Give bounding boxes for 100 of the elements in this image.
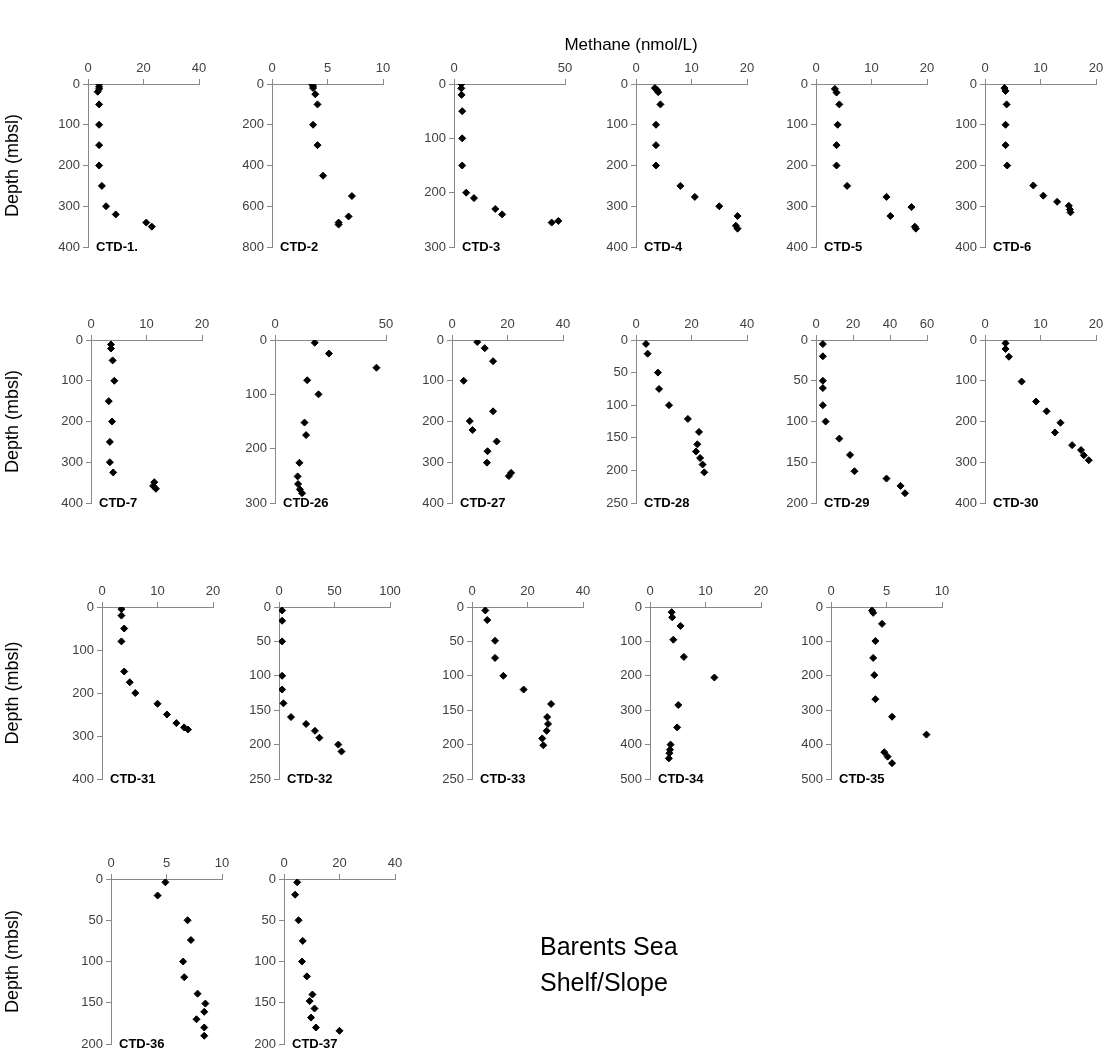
y-tick-label: 100: [442, 667, 464, 683]
y-tick-label: 100: [786, 413, 808, 429]
x-tick-label: 60: [919, 315, 935, 331]
y-tick-label: 100: [245, 385, 267, 401]
x-tick-label: 5: [323, 59, 332, 75]
x-tick-label: 20: [194, 315, 210, 331]
text: CTD-33: [480, 770, 526, 786]
y-tick-label: 300: [424, 238, 446, 254]
x-tick-label: 10: [150, 582, 165, 598]
y-tick-label: 50: [261, 911, 276, 927]
y-tick-label: 0: [75, 331, 83, 347]
y-tick-label: 150: [81, 994, 103, 1010]
x-tick-label: 40: [882, 315, 898, 331]
x-tick-label: 0: [468, 582, 476, 598]
x-tick-label: 50: [378, 315, 394, 331]
y-tick-label: 300: [955, 197, 977, 213]
y-tick-label: 200: [424, 184, 446, 200]
y-tick-label: 300: [620, 701, 642, 717]
y-tick-label: 200: [242, 116, 264, 132]
text: CTD-27: [460, 494, 506, 510]
y-tick-label: 200: [72, 684, 94, 700]
y-tick-label: 50: [793, 372, 808, 388]
y-tick-label: 100: [58, 116, 80, 132]
text: Barents Sea: [540, 931, 678, 962]
y-tick-label: 0: [456, 598, 464, 614]
x-tick-label: 10: [684, 59, 699, 75]
x-tick-label: 20: [520, 582, 535, 598]
y-tick-label: 0: [800, 75, 808, 91]
y-tick-label: 400: [606, 238, 628, 254]
x-tick-label: 20: [739, 59, 755, 75]
x-tick-label: 100: [379, 582, 401, 598]
text: CTD-29: [824, 494, 870, 510]
y-tick-label: 100: [254, 953, 276, 969]
x-tick-label: 20: [845, 315, 861, 331]
y-tick-label: 400: [422, 494, 444, 510]
y-tick-label: 150: [254, 994, 276, 1010]
x-tick-label: 40: [555, 315, 571, 331]
x-tick-label: 20: [684, 315, 699, 331]
x-tick-label: 20: [753, 582, 769, 598]
y-tick-label: 50: [613, 364, 628, 380]
y-tick-label: 0: [620, 331, 628, 347]
y-tick-label: 400: [242, 157, 264, 173]
x-tick-label: 20: [1088, 59, 1104, 75]
text: CTD-31: [110, 770, 156, 786]
y-tick-label: 0: [263, 598, 271, 614]
y-tick-label: 150: [606, 429, 628, 445]
x-axis-title: Methane (nmol/L): [563, 35, 699, 55]
y-tick-label: 400: [58, 238, 80, 254]
y-tick-label: 250: [442, 770, 464, 786]
text: CTD-32: [287, 770, 333, 786]
y-tick-label: 400: [72, 770, 94, 786]
x-tick-label: 50: [327, 582, 342, 598]
y-tick-label: 300: [786, 197, 808, 213]
y-tick-label: 200: [254, 1035, 276, 1051]
y-tick-label: 0: [969, 331, 977, 347]
y-tick-label: 400: [786, 238, 808, 254]
x-tick-label: 20: [919, 59, 935, 75]
x-tick-label: 40: [575, 582, 591, 598]
x-tick-label: 10: [139, 315, 154, 331]
y-tick-label: 100: [61, 372, 83, 388]
y-tick-label: 600: [242, 197, 264, 213]
text: CTD-37: [292, 1035, 338, 1051]
y-tick-label: 100: [424, 129, 446, 145]
x-tick-label: 5: [882, 582, 891, 598]
x-tick-label: 20: [205, 582, 221, 598]
x-tick-label: 0: [827, 582, 835, 598]
x-tick-label: 10: [1033, 59, 1048, 75]
text: CTD-36: [119, 1035, 165, 1051]
y-tick-label: 250: [249, 770, 271, 786]
y-tick-label: 200: [955, 157, 977, 173]
x-tick-label: 0: [646, 582, 654, 598]
y-tick-label: 250: [606, 494, 628, 510]
y-tick-label: 200: [606, 157, 628, 173]
y-tick-label: 200: [620, 667, 642, 683]
y-tick-label: 200: [245, 440, 267, 456]
y-axis-title: Depth (mbsl): [1, 113, 22, 218]
y-tick-label: 100: [249, 667, 271, 683]
y-tick-label: 0: [256, 75, 264, 91]
y-tick-label: 150: [786, 453, 808, 469]
y-tick-label: 0: [95, 870, 103, 886]
x-tick-label: 0: [981, 59, 989, 75]
y-tick-label: 0: [634, 598, 642, 614]
y-tick-label: 200: [801, 667, 823, 683]
x-tick-label: 20: [500, 315, 515, 331]
y-tick-label: 0: [438, 75, 446, 91]
text: CTD-35: [839, 770, 885, 786]
y-tick-label: 0: [72, 75, 80, 91]
y-tick-label: 500: [620, 770, 642, 786]
y-axis-title: Depth (mbsl): [1, 641, 22, 745]
y-tick-label: 200: [61, 413, 83, 429]
y-axis-title: Depth (mbsl): [1, 909, 22, 1014]
text: CTD-26: [283, 494, 329, 510]
x-tick-label: 50: [557, 59, 573, 75]
x-tick-label: 20: [136, 59, 151, 75]
x-tick-label: 0: [981, 315, 989, 331]
y-tick-label: 100: [606, 116, 628, 132]
y-tick-label: 100: [801, 632, 823, 648]
y-tick-label: 100: [606, 396, 628, 412]
x-tick-label: 20: [1088, 315, 1104, 331]
y-tick-label: 800: [242, 238, 264, 254]
